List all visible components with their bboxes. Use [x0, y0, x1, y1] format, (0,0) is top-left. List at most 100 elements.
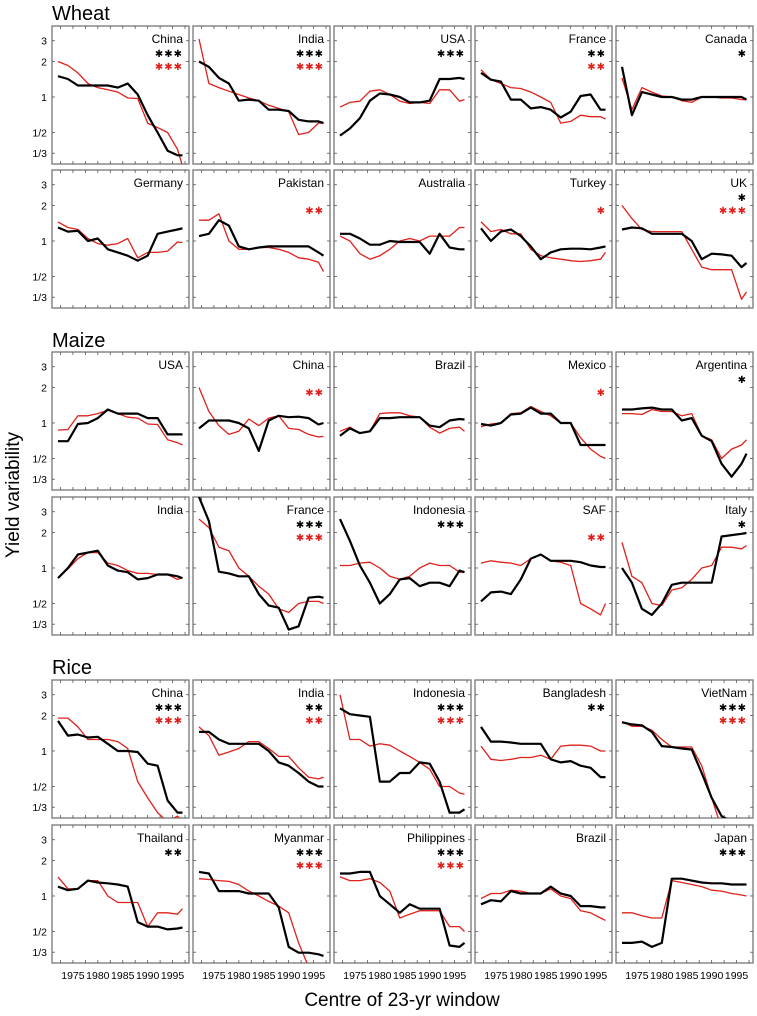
black-series-line [340, 232, 465, 255]
y-tick-label: 1/3 [32, 802, 47, 814]
y-tick-label: 1 [41, 891, 47, 903]
panel-frame [333, 824, 472, 964]
black-series-line [339, 416, 465, 437]
black-series-line [480, 406, 606, 447]
x-tick-label: 1990 [136, 970, 160, 982]
x-tick-label: 1980 [86, 970, 110, 982]
significance-stars-black: ✱✱✱ [155, 49, 183, 60]
x-tick-label: 1980 [509, 970, 533, 982]
black-series-line [620, 66, 748, 117]
red-series-line [57, 409, 183, 446]
significance-stars-red: ✱✱✱ [296, 533, 324, 544]
country-label: Germany [134, 176, 183, 190]
significance-stars-black: ✱✱✱ [719, 848, 747, 859]
panel-pakistan: Pakistan ✱✱ [192, 169, 331, 309]
y-tick-label: 1/2 [32, 271, 47, 283]
panel-frame [192, 496, 331, 636]
country-label: Myanmar [274, 831, 324, 845]
x-tick-label: 1990 [418, 970, 442, 982]
panel-vietnam: VietNam ✱✱✱ ✱✱✱ [615, 679, 754, 819]
significance-stars-black: ✱✱ [305, 703, 324, 714]
series-group [480, 885, 606, 921]
y-tick-label: 1/3 [32, 947, 47, 959]
x-tick-label: 1975 [625, 970, 649, 982]
black-series-line [198, 414, 324, 452]
country-label: Argentina [696, 358, 748, 372]
panel-frame [474, 351, 613, 491]
black-series-line [197, 497, 324, 631]
series-group [57, 876, 183, 931]
significance-stars-black: ✱ [738, 375, 747, 386]
significance-stars-black: ✱✱✱ [437, 703, 465, 714]
country-label: Philippines [407, 831, 465, 845]
black-series-line [338, 518, 465, 605]
black-series-line [57, 226, 183, 262]
significance-stars-red: ✱✱ [305, 206, 324, 217]
country-label: Australia [418, 176, 465, 190]
y-tick-label: 2 [41, 56, 47, 68]
x-tick-label: 1975 [484, 970, 508, 982]
series-group [339, 76, 465, 137]
country-label: VietNam [701, 686, 747, 700]
x-tick-label: 1985 [252, 970, 276, 982]
series-group [621, 406, 748, 478]
significance-stars-black: ✱ [738, 520, 747, 531]
red-series-line [622, 879, 747, 919]
x-tick-label: 1975 [343, 970, 367, 982]
country-label: Italy [725, 503, 747, 517]
black-series-line [480, 726, 606, 779]
y-tick-label: 1/2 [32, 453, 47, 465]
country-label: India [298, 32, 324, 46]
series-group [621, 720, 728, 818]
panel-japan: 1975 1980 1985 1990 1995 Japan ✱✱✱ [615, 824, 754, 982]
series-group [57, 549, 183, 581]
y-tick-label: 2 [41, 855, 47, 867]
black-series-line [621, 531, 747, 617]
panel-frame [51, 679, 190, 819]
series-group [198, 213, 325, 272]
x-tick-label: 1995 [302, 970, 326, 982]
x-tick-label: 1995 [161, 970, 185, 982]
x-tick-label: 1980 [227, 970, 251, 982]
panel-frame [333, 25, 472, 165]
significance-stars-red: ✱✱✱ [437, 716, 465, 727]
country-label: China [293, 358, 325, 372]
significance-stars-red: ✱✱✱ [437, 861, 465, 872]
panel-brazil: Brazil [333, 351, 472, 491]
x-tick-label: 1985 [675, 970, 699, 982]
black-series-line [57, 879, 183, 931]
red-series-line [622, 408, 747, 460]
series-group [198, 726, 324, 788]
country-label: USA [158, 358, 183, 372]
significance-stars-red: ✱✱ [305, 716, 324, 727]
black-series-line [622, 406, 748, 478]
x-tick-label: 1985 [111, 970, 135, 982]
significance-stars-red: ✱✱✱ [296, 62, 324, 73]
x-tick-label: 1975 [202, 970, 226, 982]
black-series-line [57, 720, 183, 814]
significance-stars-black: ✱✱✱ [155, 703, 183, 714]
series-group [198, 870, 324, 963]
country-label: Turkey [570, 176, 606, 190]
country-label: China [152, 686, 184, 700]
significance-stars-red: ✱✱ [305, 388, 324, 399]
series-group [198, 387, 324, 452]
panel-india: 3 2 1 1/2 1/3 India [32, 496, 190, 636]
significance-stars-black: ✱✱✱ [296, 520, 324, 531]
y-tick-label: 3 [41, 690, 47, 702]
significance-stars-red: ✱✱✱ [155, 716, 183, 727]
panel-saf: SAF ✱✱ [474, 496, 613, 636]
black-series-line [198, 60, 324, 125]
country-label: SAF [583, 503, 606, 517]
significance-stars-black: ✱✱ [164, 848, 183, 859]
country-label: USA [440, 32, 465, 46]
panel-mexico: Mexico ✱ [474, 351, 613, 491]
crop-title-wheat: Wheat [52, 3, 110, 25]
panel-india: India ✱✱✱ ✱✱✱ [192, 25, 331, 165]
x-tick-label: 1990 [559, 970, 583, 982]
panel-frame [615, 351, 754, 491]
black-series-line [480, 71, 606, 119]
country-label: Mexico [568, 358, 606, 372]
panel-china: 3 2 1 1/2 1/3 China ✱✱✱ ✱✱✱ [32, 25, 190, 165]
red-series-line [198, 726, 324, 780]
